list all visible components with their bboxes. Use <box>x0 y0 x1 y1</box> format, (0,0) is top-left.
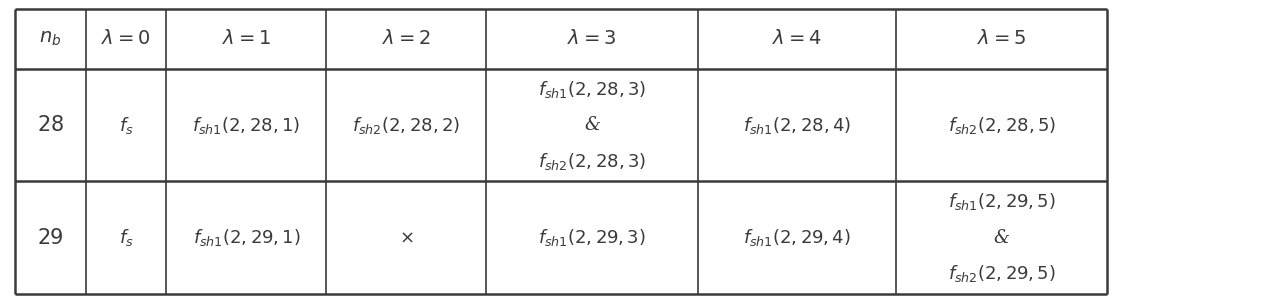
Text: $f_{sh1}(2,28,4)$: $f_{sh1}(2,28,4)$ <box>742 115 851 136</box>
Text: $f_{sh1}(2,29,5)$: $f_{sh1}(2,29,5)$ <box>947 191 1056 212</box>
Text: $n_b$: $n_b$ <box>40 30 61 48</box>
Text: $f_{sh1}(2,29,4)$: $f_{sh1}(2,29,4)$ <box>742 227 851 248</box>
Text: &: & <box>993 229 1010 247</box>
Text: $\times$: $\times$ <box>399 229 413 247</box>
Text: $\lambda=3$: $\lambda=3$ <box>567 29 617 48</box>
Text: $\lambda=1$: $\lambda=1$ <box>221 29 271 48</box>
Text: $f_{sh2}(2,28,2)$: $f_{sh2}(2,28,2)$ <box>352 115 461 136</box>
Text: $\lambda=4$: $\lambda=4$ <box>772 29 822 48</box>
Text: $f_{sh2}(2,29,5)$: $f_{sh2}(2,29,5)$ <box>947 263 1056 284</box>
Text: $f_s$: $f_s$ <box>119 115 133 136</box>
Text: $f_{sh1}(2,29,3)$: $f_{sh1}(2,29,3)$ <box>538 227 646 248</box>
Text: $28$: $28$ <box>37 115 64 135</box>
Text: $f_{sh2}(2,28,3)$: $f_{sh2}(2,28,3)$ <box>538 151 646 172</box>
Text: $\lambda=2$: $\lambda=2$ <box>381 29 431 48</box>
Text: $f_s$: $f_s$ <box>119 227 133 248</box>
Text: $f_{sh1}(2,28,3)$: $f_{sh1}(2,28,3)$ <box>538 79 646 100</box>
Text: $\lambda=5$: $\lambda=5$ <box>977 29 1027 48</box>
Text: $29$: $29$ <box>37 228 64 248</box>
Text: $f_{sh2}(2,28,5)$: $f_{sh2}(2,28,5)$ <box>947 115 1056 136</box>
Text: &: & <box>584 116 600 134</box>
Text: $\lambda=0$: $\lambda=0$ <box>101 29 151 48</box>
Text: $f_{sh1}(2,29,1)$: $f_{sh1}(2,29,1)$ <box>192 227 301 248</box>
Text: $f_{sh1}(2,28,1)$: $f_{sh1}(2,28,1)$ <box>192 115 301 136</box>
